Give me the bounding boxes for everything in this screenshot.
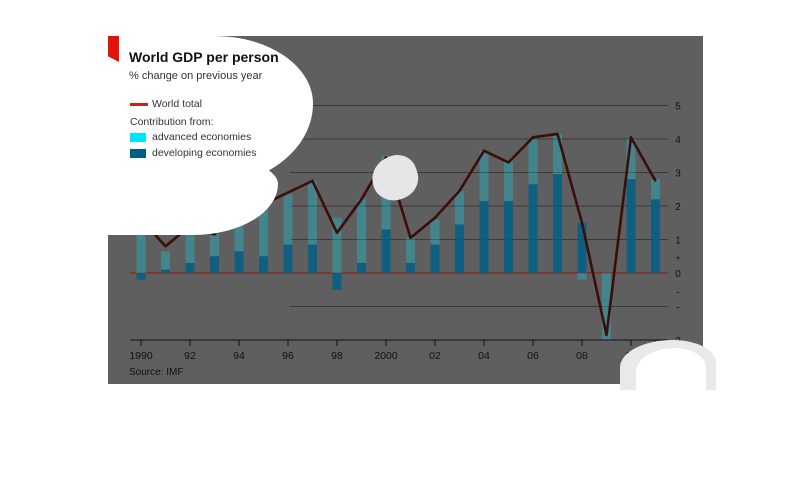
- point-world-total: [336, 232, 338, 234]
- point-world-total: [458, 190, 461, 192]
- bar-advanced: [577, 273, 587, 280]
- overlay-blob: [636, 348, 706, 392]
- bar-developing: [479, 200, 489, 273]
- x-tick-label: 1990: [129, 350, 153, 362]
- bar-advanced: [283, 194, 293, 245]
- legend-contribution-label: Contribution from:: [130, 116, 214, 128]
- bar-developing: [234, 251, 244, 273]
- bar-advanced: [259, 206, 268, 257]
- bar-advanced: [626, 139, 636, 180]
- point-world-total: [483, 149, 485, 152]
- bar-advanced: [136, 214, 146, 273]
- chart-title: World GDP per person: [129, 49, 279, 65]
- y-sign-plus: +: [675, 253, 680, 263]
- x-tick-label: 04: [478, 350, 490, 362]
- point-world-total: [311, 180, 314, 182]
- chart-source: Source: IMF: [129, 367, 184, 378]
- x-tick-label: 02: [429, 350, 441, 362]
- y-sign-minus: -: [677, 287, 680, 297]
- bar-advanced: [553, 133, 562, 175]
- brand-tag: [108, 36, 119, 62]
- point-world-total: [507, 161, 510, 164]
- point-world-total: [287, 191, 289, 194]
- y-tick-label: -: [676, 303, 679, 314]
- bar-developing: [651, 199, 660, 273]
- bar-advanced: [479, 150, 489, 201]
- bar-developing: [259, 256, 268, 273]
- bar-developing: [161, 269, 170, 273]
- chart-subtitle: % change on previous year: [129, 70, 263, 82]
- y-tick-label: 4: [675, 135, 681, 146]
- bar-advanced: [651, 179, 660, 200]
- point-world-total: [213, 233, 216, 236]
- legend-world-total-swatch: [130, 103, 148, 106]
- y-tick-label: 2: [675, 202, 681, 213]
- x-tick-label: 06: [527, 350, 539, 362]
- legend-developing-swatch: [130, 149, 146, 158]
- bar-advanced: [528, 139, 538, 185]
- point-world-total: [434, 216, 436, 219]
- y-tick-label: 0: [675, 269, 681, 280]
- bar-developing: [381, 229, 391, 273]
- point-world-total: [409, 237, 412, 239]
- y-tick-label: 1: [675, 236, 681, 247]
- legend-developing-label: developing economies: [152, 147, 257, 159]
- point-world-total: [654, 180, 657, 182]
- bar-developing: [283, 244, 293, 273]
- bar-advanced: [332, 217, 342, 273]
- bar-advanced: [161, 251, 170, 270]
- bar-advanced: [357, 199, 366, 263]
- bar-developing: [308, 244, 317, 273]
- point-world-total: [630, 136, 632, 139]
- bar-advanced: [455, 190, 464, 225]
- x-tick-label: 96: [282, 350, 294, 362]
- bar-advanced: [185, 232, 195, 263]
- bar-developing: [577, 222, 587, 273]
- x-tick-label: 08: [576, 350, 588, 362]
- legend-advanced-swatch: [130, 133, 146, 142]
- bar-developing: [136, 273, 146, 280]
- x-tick-label: 2000: [374, 350, 398, 362]
- bar-developing: [430, 244, 440, 273]
- bar-developing: [332, 273, 342, 290]
- x-tick-label: 92: [184, 350, 196, 362]
- legend-world-total-label: World total: [152, 98, 202, 110]
- x-tick-label: 98: [331, 350, 343, 362]
- bar-developing: [504, 200, 513, 273]
- bar-developing: [210, 256, 219, 273]
- bar-developing: [185, 262, 195, 273]
- bar-developing: [626, 179, 636, 273]
- y-tick-label: 5: [675, 102, 681, 113]
- bar-advanced: [504, 160, 513, 201]
- x-tick-label: 94: [233, 350, 245, 362]
- point-world-total: [360, 198, 363, 201]
- point-world-total: [164, 245, 167, 247]
- bar-advanced: [210, 234, 219, 257]
- bar-advanced: [308, 180, 317, 245]
- bar-advanced: [430, 219, 440, 245]
- y-tick-label: 3: [675, 169, 681, 180]
- bar-advanced: [406, 237, 415, 263]
- bar-advanced: [602, 273, 611, 340]
- bar-developing: [528, 184, 538, 273]
- bar-developing: [455, 224, 464, 273]
- bar-developing: [553, 174, 562, 273]
- legend-advanced-label: advanced economies: [152, 131, 252, 143]
- point-world-total: [581, 221, 583, 224]
- point-world-total: [532, 136, 534, 139]
- bar-developing: [357, 262, 366, 273]
- overlay-blob: [108, 150, 278, 235]
- point-world-total: [605, 334, 608, 336]
- point-world-total: [556, 133, 559, 135]
- bar-developing: [406, 262, 415, 273]
